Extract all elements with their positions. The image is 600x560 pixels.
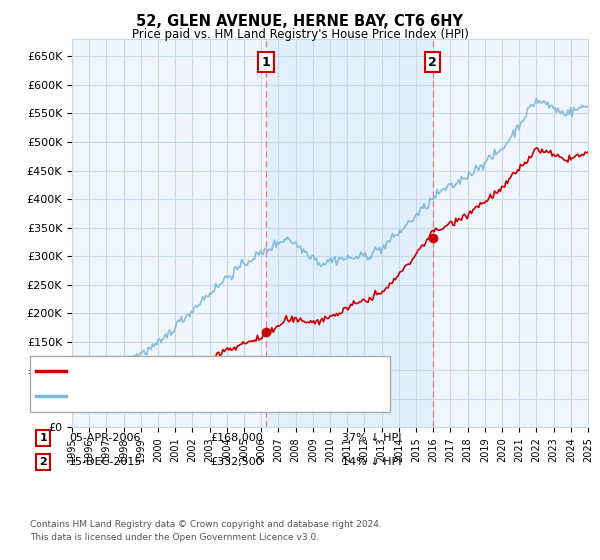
Text: £168,000: £168,000 <box>210 433 263 443</box>
Text: 1: 1 <box>262 55 270 68</box>
Text: This data is licensed under the Open Government Licence v3.0.: This data is licensed under the Open Gov… <box>30 533 319 542</box>
Bar <box>266 39 433 427</box>
Text: HPI: Average price, detached house, Canterbury: HPI: Average price, detached house, Cant… <box>72 391 324 401</box>
Text: 05-APR-2006: 05-APR-2006 <box>69 433 140 443</box>
Text: 14% ↓ HPI: 14% ↓ HPI <box>342 457 401 467</box>
Text: 52, GLEN AVENUE, HERNE BAY, CT6 6HY: 52, GLEN AVENUE, HERNE BAY, CT6 6HY <box>137 14 464 29</box>
Text: 37% ↓ HPI: 37% ↓ HPI <box>342 433 401 443</box>
Text: 15-DEC-2015: 15-DEC-2015 <box>69 457 142 467</box>
Text: 52, GLEN AVENUE, HERNE BAY, CT6 6HY (detached house): 52, GLEN AVENUE, HERNE BAY, CT6 6HY (det… <box>72 366 376 376</box>
Text: 1: 1 <box>40 433 47 443</box>
Text: £332,500: £332,500 <box>210 457 263 467</box>
Text: Contains HM Land Registry data © Crown copyright and database right 2024.: Contains HM Land Registry data © Crown c… <box>30 520 382 529</box>
Text: 2: 2 <box>40 457 47 467</box>
Text: Price paid vs. HM Land Registry's House Price Index (HPI): Price paid vs. HM Land Registry's House … <box>131 28 469 41</box>
Text: 2: 2 <box>428 55 437 68</box>
